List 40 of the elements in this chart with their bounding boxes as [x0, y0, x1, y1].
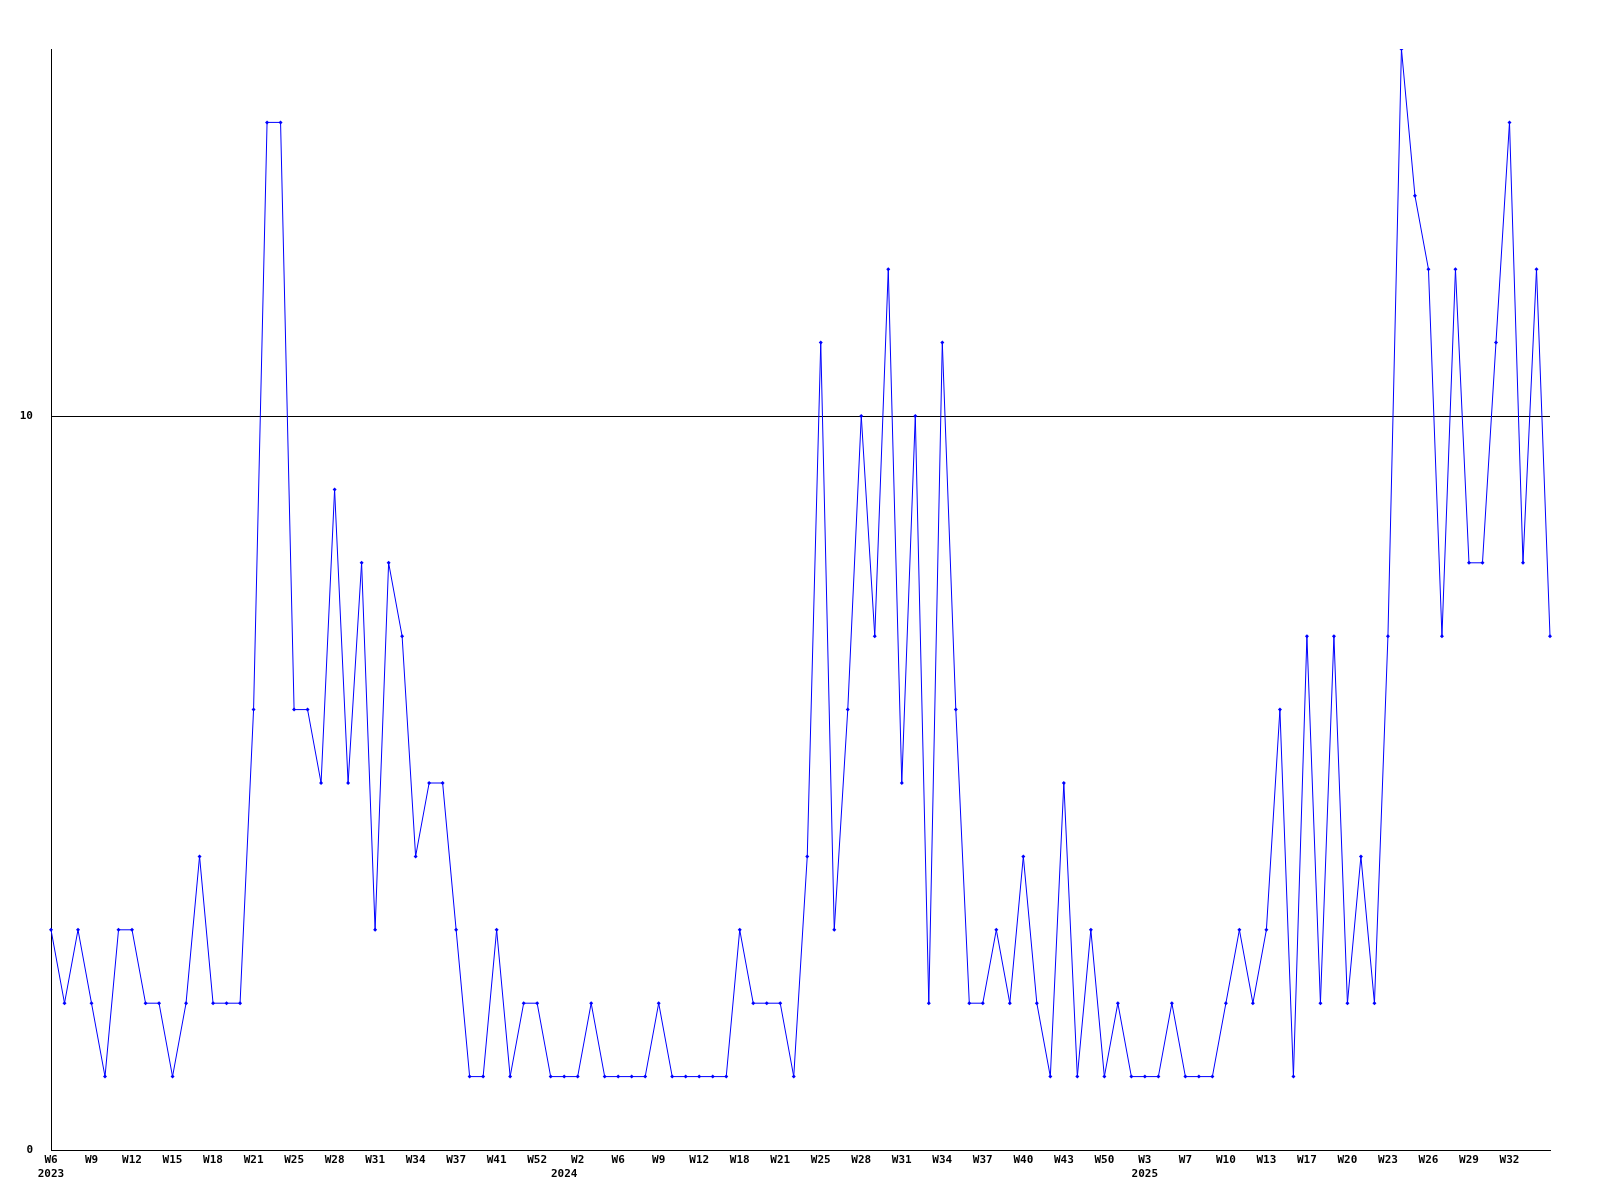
y-tick-label: 0	[26, 1142, 33, 1156]
x-tick-label: W7	[1178, 1153, 1192, 1167]
x-tick-label: W40	[1013, 1153, 1034, 1167]
x-tick-label: W21	[770, 1153, 791, 1167]
x-tick-label: W17	[1296, 1153, 1317, 1167]
x-tick-label: W34	[405, 1153, 426, 1167]
x-tick-label: W21	[243, 1153, 264, 1167]
x-tick-label: W25	[284, 1153, 305, 1167]
x-tick-label: W37	[972, 1153, 993, 1167]
x-tick-label: W9	[84, 1153, 99, 1167]
x-tick-label: W3 2025	[1131, 1153, 1159, 1180]
x-tick-label: W41	[486, 1153, 507, 1167]
y-tick-label: 10	[19, 408, 33, 422]
x-tick-label: W32	[1499, 1153, 1520, 1167]
x-tick-label: W52	[527, 1153, 548, 1167]
x-tick-label: W28	[851, 1153, 872, 1167]
x-tick-label: W50	[1094, 1153, 1115, 1167]
x-tick-label: W18	[203, 1153, 223, 1167]
x-tick-label: W23	[1378, 1153, 1398, 1167]
x-tick-label: W2	[571, 1153, 585, 1167]
x-tick-label: W37	[446, 1153, 467, 1167]
x-tick-label: W12	[122, 1153, 142, 1167]
x-tick-label: W18	[729, 1153, 750, 1167]
x-tick-label: W13	[1256, 1153, 1277, 1167]
x-tick-label: W34	[932, 1153, 953, 1167]
x-tick-label: W10	[1215, 1153, 1236, 1167]
x-tick-label: W26	[1418, 1153, 1439, 1167]
x-tick-label: W31	[891, 1153, 913, 1167]
x-tick-label: W31	[365, 1153, 386, 1167]
x-tick-label: W6	[611, 1153, 626, 1167]
x-tick-label: W15	[162, 1153, 183, 1167]
x-tick-label: 2024	[550, 1166, 578, 1180]
x-tick-label: W9	[652, 1153, 666, 1167]
x-tick-label: W12	[689, 1153, 710, 1167]
x-tick-label: W25	[810, 1153, 831, 1167]
x-tick-label: W6 2023	[37, 1153, 65, 1180]
x-tick-label: W20	[1337, 1153, 1358, 1167]
x-tick-label: W43	[1053, 1153, 1074, 1167]
x-tick-label: W28	[324, 1153, 345, 1167]
x-tick-label: W29	[1459, 1153, 1479, 1167]
